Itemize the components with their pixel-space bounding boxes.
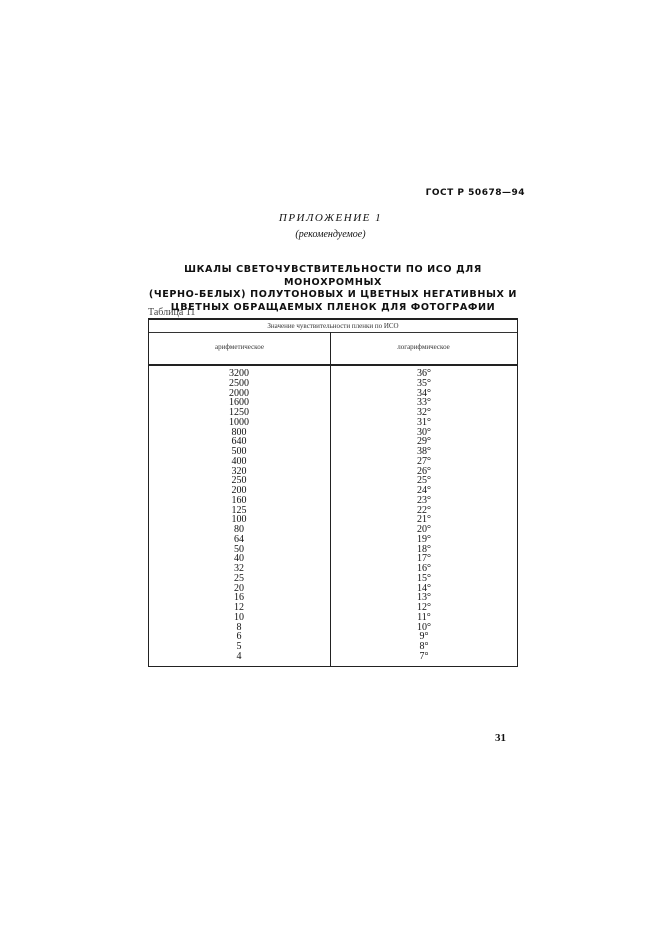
- table-cell: 30°: [417, 426, 431, 438]
- title-line: ЦВЕТНЫХ ОБРАЩАЕМЫХ ПЛЕНОК ДЛЯ ФОТОГРАФИИ: [170, 301, 496, 313]
- table-cell: 35°: [417, 377, 431, 389]
- table-cell: 80: [234, 524, 244, 535]
- table-cell: 1600: [229, 397, 249, 409]
- table-cell: 5: [236, 641, 242, 652]
- table-cell: 25°: [417, 475, 431, 487]
- column-divider: [330, 332, 331, 666]
- table-cell: 26°: [417, 465, 431, 477]
- table-cell: 500: [231, 446, 247, 457]
- standard-number: ГОСТ Р 50678—94: [425, 188, 525, 198]
- table-cell: 10: [234, 611, 244, 623]
- table-cell: 34°: [417, 387, 431, 399]
- table-cell: 11°: [417, 611, 431, 623]
- table-cell: 31°: [417, 416, 431, 428]
- table-cell: 40: [234, 553, 244, 565]
- table-cell: 320: [231, 465, 247, 477]
- table-subheader-row: арифметическое логарифмическое: [149, 332, 517, 366]
- table-cell: 9°: [419, 631, 429, 643]
- table-cell: 29°: [417, 436, 431, 448]
- table-cell: 32°: [417, 407, 431, 418]
- appendix-heading: ПРИЛОЖЕНИЕ 1: [278, 212, 383, 224]
- table-cell: 7°: [419, 650, 429, 662]
- table-cell: 20°: [417, 524, 431, 535]
- sensitivity-table: Значение чувствительности пленки по ИСО …: [148, 318, 518, 667]
- column-header-arithmetic: арифметическое: [215, 343, 264, 351]
- table-cell: 18°: [417, 543, 431, 555]
- table-cell: 36°: [417, 368, 431, 379]
- table-cell: 33°: [417, 397, 431, 409]
- table-cell: 16: [234, 592, 244, 604]
- table-cell: 100: [231, 514, 247, 526]
- table-cell: 8: [236, 621, 242, 633]
- table-cell: 22°: [417, 504, 431, 516]
- table-cell: 200: [231, 485, 247, 496]
- table-cell: 19°: [417, 533, 431, 545]
- table-cell: 64: [234, 533, 244, 545]
- table-cell: 125: [231, 504, 247, 516]
- table-cell: 6: [236, 631, 242, 643]
- table-cell: 25: [234, 572, 244, 584]
- table-cell: 400: [231, 455, 247, 467]
- table-cell: 10°: [417, 621, 431, 633]
- table-cell: 160: [231, 494, 247, 506]
- appendix-note: (рекомендуемое): [295, 229, 366, 240]
- table-cell: 20: [234, 582, 244, 594]
- title-line: ШКАЛЫ СВЕТОЧУВСТВИТЕЛЬНОСТИ ПО ИСО ДЛЯ М…: [184, 264, 482, 288]
- table-cell: 4: [236, 650, 242, 662]
- table-cell: 13°: [417, 592, 431, 604]
- table-cell: 8°: [419, 641, 429, 652]
- page-number: 31: [495, 732, 506, 744]
- table-cell: 21°: [417, 514, 431, 526]
- table-cell: 14°: [417, 582, 431, 594]
- table-cell: 32: [234, 563, 244, 574]
- table-cell: 15°: [417, 572, 431, 584]
- table-cell: 2000: [229, 387, 249, 399]
- table-cell: 27°: [417, 455, 431, 467]
- table-cell: 12: [234, 602, 244, 613]
- table-cell: 50: [234, 543, 244, 555]
- table-label: Таблица 11: [148, 307, 196, 318]
- column-header-logarithmic: логарифмическое: [397, 343, 450, 351]
- table-cell: 3200: [229, 368, 249, 379]
- table-cell: 250: [231, 475, 247, 487]
- table-cell: 38°: [417, 446, 431, 457]
- title-line: (ЧЕРНО-БЕЛЫХ) ПОЛУТОНОВЫХ И ЦВЕТНЫХ НЕГА…: [148, 289, 518, 300]
- table-cell: 1250: [229, 407, 249, 418]
- table-cell: 24°: [417, 485, 431, 496]
- logarithmic-column: 36° 35° 34° 33° 32° 31° 30° 29° 38° 27° 26° 25° 24° 2…: [404, 369, 444, 662]
- table-cell: 17°: [417, 553, 431, 565]
- table-cell: 640: [231, 436, 247, 448]
- table-cell: 800: [231, 426, 247, 438]
- arithmetic-column: 3200 2500 2000 1600 1250 1000 800 640 500 400 320 2…: [219, 369, 259, 662]
- document-title: ШКАЛЫ СВЕТОЧУВСТВИТЕЛЬНОСТИ ПО ИСО ДЛЯ М…: [140, 264, 526, 314]
- table-cell: 16°: [417, 563, 431, 574]
- table-cell: 12°: [417, 602, 431, 613]
- table-header: Значение чувствительности пленки по ИСО: [149, 320, 517, 333]
- table-cell: 2500: [229, 377, 249, 389]
- table-cell: 1000: [229, 416, 249, 428]
- table-cell: 23°: [417, 494, 431, 506]
